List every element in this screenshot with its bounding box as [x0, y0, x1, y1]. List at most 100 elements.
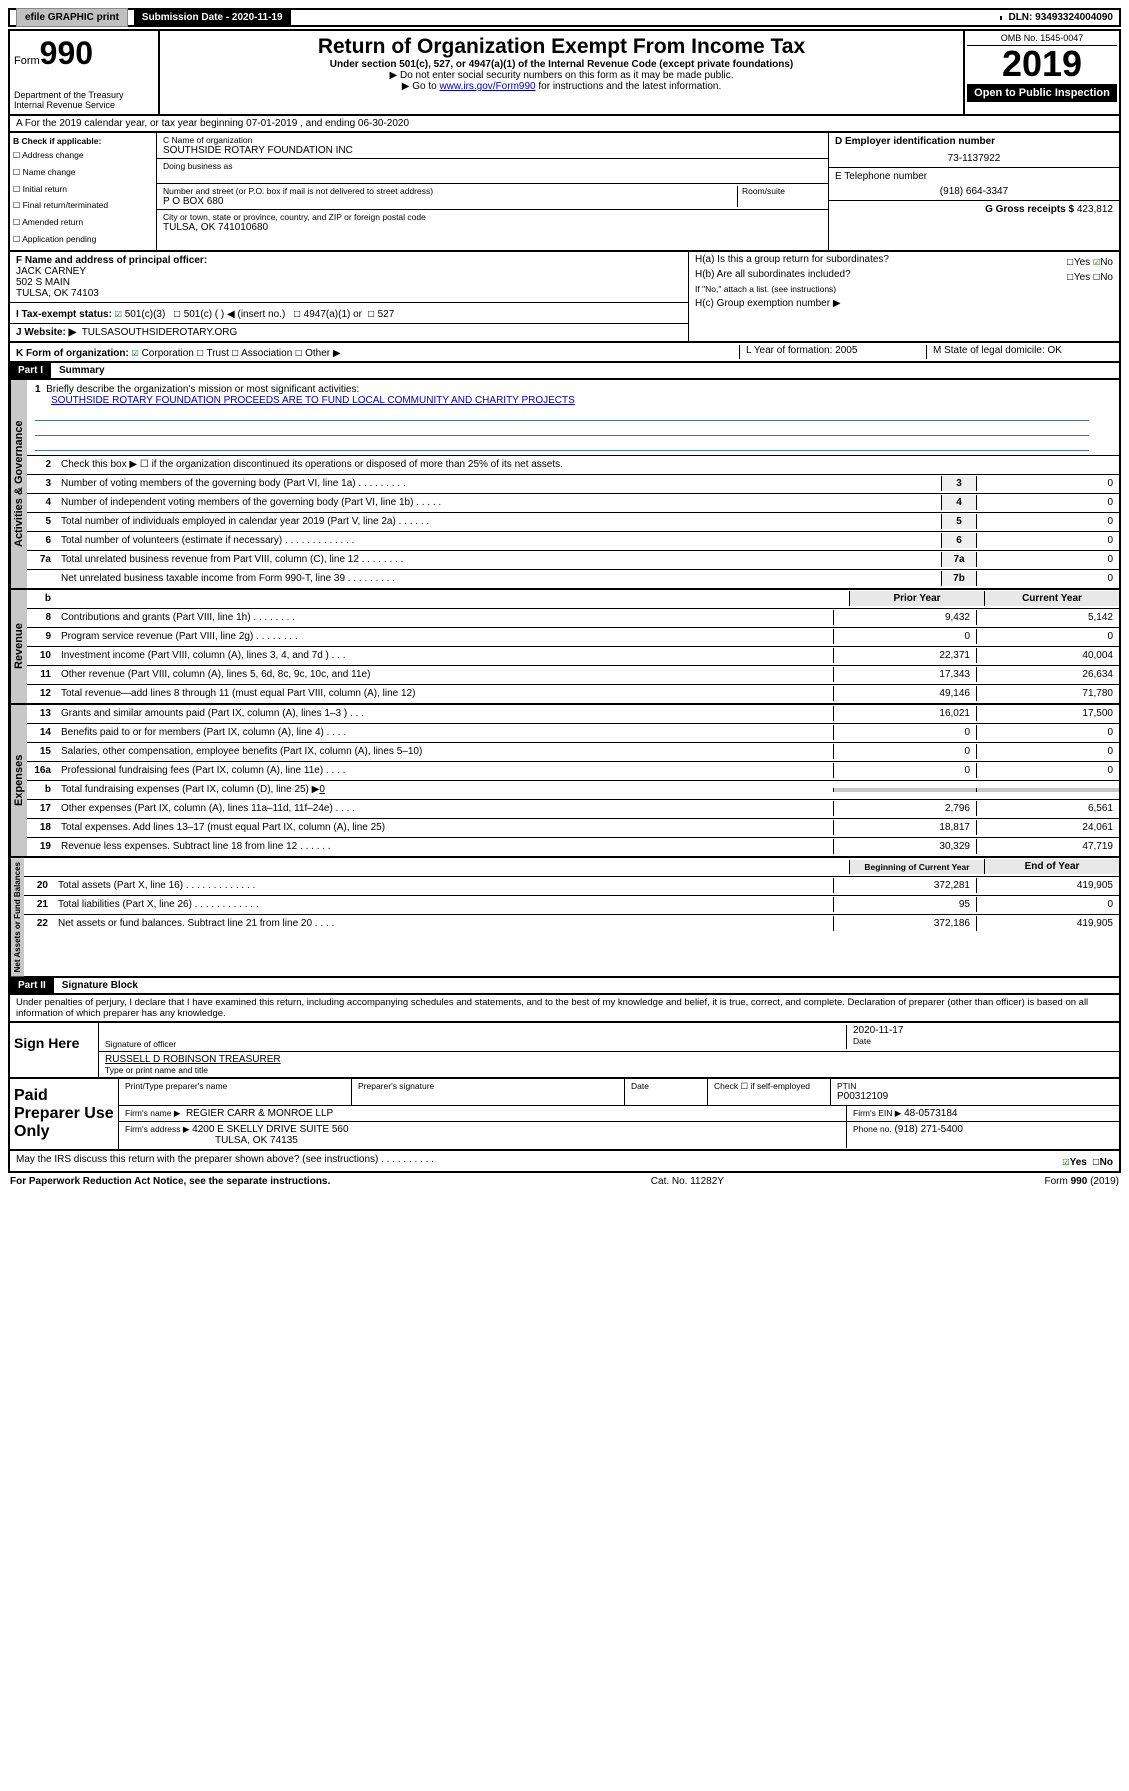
line-15: Salaries, other compensation, employee b…: [57, 744, 833, 759]
end-21: 0: [976, 897, 1119, 912]
city-label: City or town, state or province, country…: [163, 212, 822, 222]
officer-label: F Name and address of principal officer:: [16, 255, 207, 266]
line-7b: Net unrelated business taxable income fr…: [57, 571, 941, 586]
line-21: Total liabilities (Part X, line 26) . . …: [54, 897, 833, 912]
dln: DLN: 93493324004090: [1002, 10, 1119, 25]
efile-button[interactable]: efile GRAPHIC print: [16, 8, 128, 27]
line-16a: Professional fundraising fees (Part IX, …: [57, 763, 833, 778]
paid-preparer-block: Paid Preparer Use Only Print/Type prepar…: [8, 1079, 1121, 1151]
curr-11: 26,634: [976, 667, 1119, 682]
chk-corporation[interactable]: ☑: [132, 345, 139, 359]
line-19: Revenue less expenses. Subtract line 18 …: [57, 839, 833, 854]
prior-9: 0: [833, 629, 976, 644]
chk-discuss-yes[interactable]: ☑: [1062, 1154, 1069, 1168]
curr-16a: 0: [976, 763, 1119, 778]
form-note-2: ▶ Go to www.irs.gov/Form990 for instruct…: [164, 81, 959, 92]
curr-8: 5,142: [976, 610, 1119, 625]
val-6: 0: [976, 533, 1119, 548]
governance-section: Activities & Governance 1 Briefly descri…: [8, 380, 1121, 590]
col-b-checkboxes: B Check if applicable: ☐ Address change …: [10, 133, 157, 250]
preparer-sig-label: Preparer's signature: [358, 1081, 618, 1091]
form-subtitle: Under section 501(c), 527, or 4947(a)(1)…: [164, 59, 959, 70]
revenue-label: Revenue: [10, 590, 27, 703]
dba-label: Doing business as: [163, 161, 822, 171]
prior-12: 49,146: [833, 686, 976, 701]
self-employed-label: Check ☐ if self-employed: [714, 1081, 824, 1092]
dept-treasury: Department of the Treasury: [14, 90, 154, 100]
chk-final-return[interactable]: ☐ Final return/terminated: [13, 196, 153, 213]
curr-14: 0: [976, 725, 1119, 740]
line-1-text: Briefly describe the organization's miss…: [46, 384, 359, 395]
col-d-e-g: D Employer identification number 73-1137…: [829, 133, 1119, 250]
chk-initial-return[interactable]: ☐ Initial return: [13, 180, 153, 197]
mission-text: SOUTHSIDE ROTARY FOUNDATION PROCEEDS ARE…: [51, 395, 575, 406]
line-14: Benefits paid to or for members (Part IX…: [57, 725, 833, 740]
tax-year: 2019: [967, 46, 1117, 82]
footer: For Paperwork Reduction Act Notice, see …: [8, 1173, 1121, 1190]
chk-501c3[interactable]: ☑: [115, 306, 122, 320]
line-4: Number of independent voting members of …: [57, 495, 941, 510]
instructions-link[interactable]: www.irs.gov/Form990: [439, 81, 535, 92]
line-2: Check this box ▶ ☐ if the organization d…: [57, 457, 1119, 472]
street-address: P O BOX 680: [163, 196, 737, 207]
phone-value: (918) 664-3347: [835, 186, 1113, 197]
revenue-section: Revenue bPrior YearCurrent Year 8Contrib…: [8, 590, 1121, 705]
officer-addr2: TULSA, OK 74103: [16, 288, 99, 299]
prior-8: 9,432: [833, 610, 976, 625]
line-17: Other expenses (Part IX, column (A), lin…: [57, 801, 833, 816]
curr-18: 24,061: [976, 820, 1119, 835]
submission-date: Submission Date - 2020-11-19: [136, 10, 291, 25]
officer-name: JACK CARNEY: [16, 266, 86, 277]
val-4: 0: [976, 495, 1119, 510]
h-c: H(c) Group exemption number ▶: [689, 296, 1119, 311]
hdr-current: Current Year: [984, 591, 1119, 606]
city-state-zip: TULSA, OK 741010680: [163, 222, 822, 233]
curr-17: 6,561: [976, 801, 1119, 816]
val-7a: 0: [976, 552, 1119, 567]
chk-address-change[interactable]: ☐ Address change: [13, 146, 153, 163]
ein-label: D Employer identification number: [835, 136, 995, 147]
beg-21: 95: [833, 897, 976, 912]
curr-12: 71,780: [976, 686, 1119, 701]
curr-15: 0: [976, 744, 1119, 759]
row-a-period: A For the 2019 calendar year, or tax yea…: [8, 116, 1121, 133]
line-6: Total number of volunteers (estimate if …: [57, 533, 941, 548]
col-c-name-address: C Name of organization SOUTHSIDE ROTARY …: [157, 133, 829, 250]
paid-preparer-label: Paid Preparer Use Only: [10, 1079, 119, 1149]
state-domicile: M State of legal domicile: OK: [926, 345, 1113, 359]
org-name-label: C Name of organization: [163, 135, 822, 145]
form-ref: Form 990 (2019): [1045, 1176, 1119, 1187]
cat-no: Cat. No. 11282Y: [651, 1176, 724, 1187]
h-b: H(b) Are all subordinates included? ☐Yes…: [689, 267, 1119, 282]
beg-20: 372,281: [833, 878, 976, 893]
line-3: Number of voting members of the governin…: [57, 476, 941, 491]
ptin-value: P00312109: [837, 1091, 1113, 1102]
chk-amended-return[interactable]: ☐ Amended return: [13, 213, 153, 230]
line-16b: Total fundraising expenses (Part IX, col…: [57, 782, 833, 797]
sign-date-label: Date: [853, 1036, 1113, 1046]
firm-ein: 48-0573184: [904, 1108, 957, 1119]
line-5: Total number of individuals employed in …: [57, 514, 941, 529]
officer-name-title: RUSSELL D ROBINSON TREASURER: [105, 1054, 1113, 1065]
row-i-tax-exempt: I Tax-exempt status: ☑ 501(c)(3) ☐ 501(c…: [10, 302, 688, 323]
prior-13: 16,021: [833, 706, 976, 721]
officer-addr1: 502 S MAIN: [16, 277, 70, 288]
firm-phone: (918) 271-5400: [895, 1124, 963, 1135]
preparer-date-label: Date: [631, 1081, 701, 1091]
line-18: Total expenses. Add lines 13–17 (must eq…: [57, 820, 833, 835]
curr-13: 17,500: [976, 706, 1119, 721]
spacer: [291, 16, 1003, 20]
line-10: Investment income (Part VIII, column (A)…: [57, 648, 833, 663]
firm-name: REGIER CARR & MONROE LLP: [186, 1108, 333, 1119]
line-9: Program service revenue (Part VIII, line…: [57, 629, 833, 644]
prior-18: 18,817: [833, 820, 976, 835]
gross-receipts-value: 423,812: [1077, 204, 1113, 215]
sign-here-label: Sign Here: [10, 1023, 99, 1077]
form-title: Return of Organization Exempt From Incom…: [164, 35, 959, 59]
org-name: SOUTHSIDE ROTARY FOUNDATION INC: [163, 145, 822, 156]
chk-name-change[interactable]: ☐ Name change: [13, 163, 153, 180]
chk-application-pending[interactable]: ☐ Application pending: [13, 230, 153, 247]
year-formation: L Year of formation: 2005: [739, 345, 926, 359]
discuss-row: May the IRS discuss this return with the…: [8, 1151, 1121, 1173]
line-22: Net assets or fund balances. Subtract li…: [54, 916, 833, 931]
